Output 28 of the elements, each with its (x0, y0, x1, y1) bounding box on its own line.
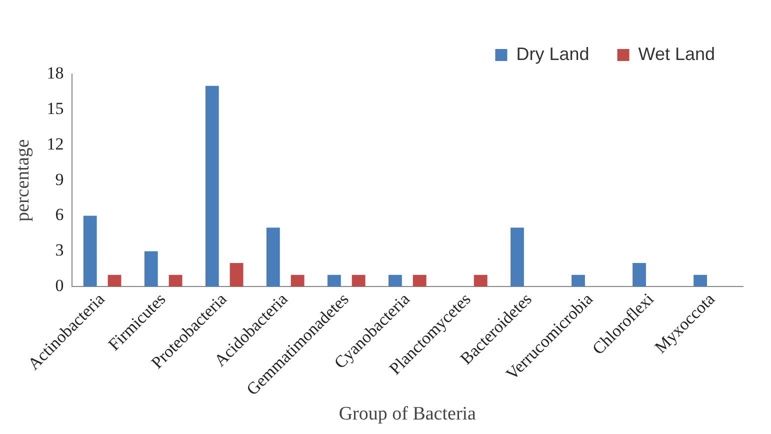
legend-label: Wet Land (638, 44, 716, 64)
bar (694, 274, 707, 287)
bar (266, 228, 280, 287)
x-axis-title: Group of Bacteria (338, 404, 477, 425)
y-axis-title: percentage (12, 139, 34, 222)
bar (144, 251, 158, 287)
y-tick-label: 3 (55, 240, 64, 260)
bar (352, 274, 366, 287)
y-tick-label: 18 (46, 63, 64, 82)
bar (632, 263, 646, 287)
bar (230, 263, 244, 287)
bar (108, 274, 122, 287)
bar (327, 274, 341, 287)
bar (572, 274, 585, 287)
bar (83, 216, 97, 287)
legend-label: Dry Land (516, 44, 590, 64)
y-tick-label: 0 (55, 276, 64, 296)
bar (388, 274, 402, 287)
y-tick-label: 9 (55, 170, 64, 189)
bar (474, 274, 488, 287)
y-tick-label: 12 (46, 134, 64, 154)
bar (205, 86, 219, 287)
bar (412, 274, 426, 287)
y-tick-label: 15 (46, 98, 64, 118)
bar (290, 274, 304, 287)
y-tick-label: 6 (55, 205, 64, 224)
bar (168, 274, 182, 287)
bar (510, 228, 524, 287)
